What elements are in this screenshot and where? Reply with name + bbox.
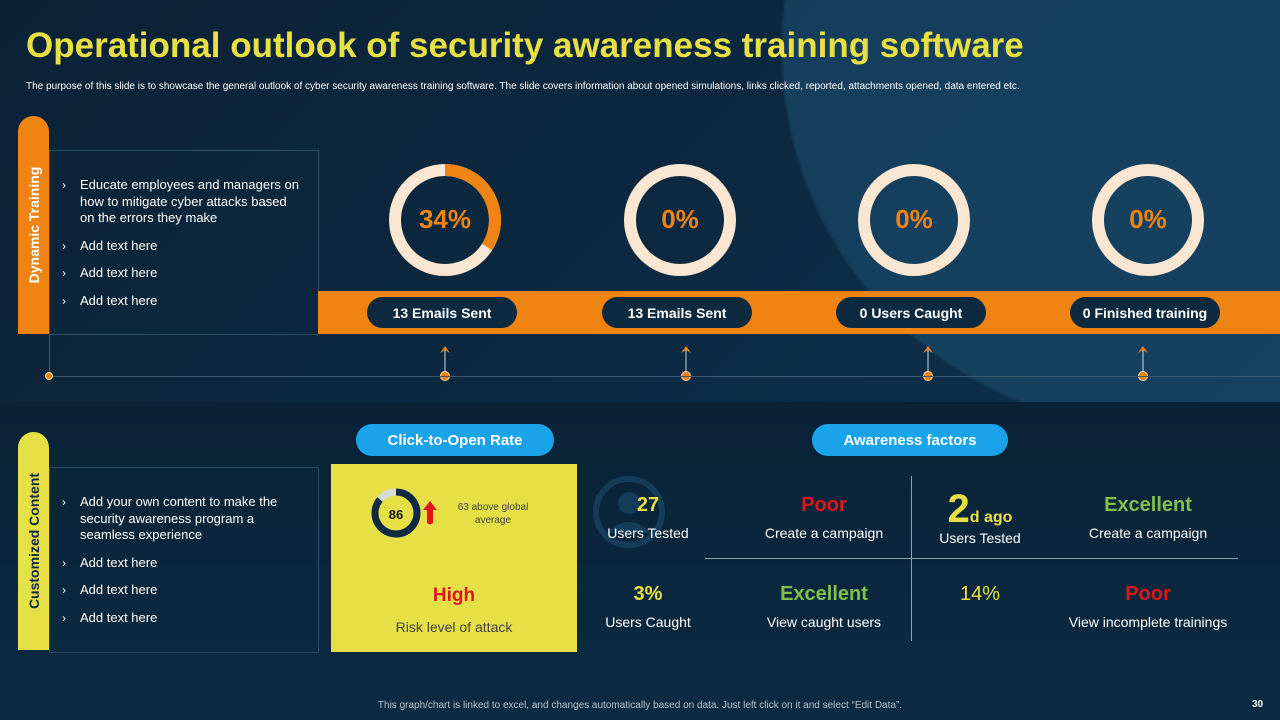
metric-pill: 13 Emails Sent — [602, 297, 752, 328]
page-subtitle: The purpose of this slide is to showcase… — [26, 81, 1020, 92]
metric-pill: 0 Users Caught — [836, 297, 986, 328]
timeline-line — [50, 376, 1280, 377]
awareness-cell: 2d ago Users Tested — [890, 489, 1070, 546]
progress-donut — [858, 164, 970, 276]
donut-label: 34% — [418, 204, 472, 234]
bullet: Add text here — [62, 265, 304, 282]
arrow-up-icon — [923, 346, 933, 371]
awareness-factors-heading: Awareness factors — [812, 424, 1008, 456]
bullet: Add text here — [62, 238, 304, 255]
metric-pill: 13 Emails Sent — [367, 297, 517, 328]
bullet: Add your own content to make the securit… — [62, 494, 304, 544]
customized-content-tab: Customized Content — [18, 432, 49, 650]
cell-label: View incomplete trainings — [1068, 614, 1228, 630]
grid-divider-horizontal — [705, 558, 1238, 559]
awareness-cell: Excellent Create a campaign — [1058, 494, 1238, 541]
arrow-up-icon — [1138, 346, 1148, 371]
cell-value: 27 — [636, 494, 660, 516]
bullet: Add text here — [62, 582, 304, 599]
user-icon — [593, 476, 665, 548]
bullet: Add text here — [62, 293, 304, 310]
risk-value: High — [432, 585, 476, 606]
cell-value: 3% — [633, 583, 663, 605]
page-title: Operational outlook of security awarenes… — [26, 26, 1024, 65]
awareness-cell: Poor Create a campaign — [734, 494, 914, 541]
cell-value: Excellent — [780, 583, 868, 605]
metric-pill: 0 Finished training — [1070, 297, 1220, 328]
arrow-up-icon — [681, 346, 691, 371]
cell-value: Poor — [801, 494, 847, 516]
awareness-cell: 27 Users Tested — [558, 494, 738, 541]
progress-donut — [1092, 164, 1204, 276]
donut-label: 0% — [661, 204, 699, 234]
timeline-connector — [49, 334, 50, 376]
awareness-cell: 3% Users Caught — [558, 583, 738, 630]
bullet: Add text here — [62, 610, 304, 627]
page-number: 30 — [1252, 699, 1264, 710]
cell-value: Excellent — [1104, 494, 1192, 516]
arrow-up-icon — [440, 346, 450, 371]
bullet: Add text here — [62, 555, 304, 572]
customized-content-label: Customized Content — [25, 472, 42, 610]
cell-label: Create a campaign — [1088, 525, 1208, 541]
donut-arc — [389, 164, 501, 276]
click-to-open-heading: Click-to-Open Rate — [356, 424, 554, 456]
progress-donut — [389, 164, 501, 276]
progress-donut — [624, 164, 736, 276]
cell-label: Users Tested — [607, 525, 689, 541]
score-value: 86 — [388, 507, 404, 522]
donut-track — [1092, 164, 1204, 276]
cell-value-suffix: d ago — [969, 509, 1013, 526]
donut-track — [624, 164, 736, 276]
awareness-cell: Poor View incomplete trainings — [1058, 583, 1238, 630]
timeline-dot — [45, 372, 53, 380]
footer-note: This graph/chart is linked to excel, and… — [377, 700, 903, 711]
cell-value: 2 — [947, 487, 970, 531]
risk-label: Risk level of attack — [395, 619, 513, 635]
donut-label: 0% — [1129, 204, 1167, 234]
dynamic-training-label: Dynamic Training — [25, 166, 42, 284]
bullet: Educate employees and managers on how to… — [62, 177, 304, 227]
customized-content-box: Add your own content to make the securit… — [49, 467, 319, 653]
score-gauge — [371, 488, 421, 538]
cell-label: View caught users — [766, 614, 882, 630]
dynamic-training-tab: Dynamic Training — [18, 116, 49, 334]
arrow-up-icon — [423, 501, 437, 525]
donut-label: 0% — [895, 204, 933, 234]
comparison-text: 63 above global average — [457, 502, 529, 526]
donut-track — [858, 164, 970, 276]
score-gauge-arc — [371, 488, 421, 538]
cell-value: 14% — [959, 583, 1001, 605]
cell-label: Users Tested — [939, 530, 1021, 546]
cell-label: Create a campaign — [764, 525, 884, 541]
click-to-open-panel: 86 63 above global average High Risk lev… — [331, 464, 577, 652]
awareness-cell: 14% — [890, 583, 1070, 614]
cell-value: Poor — [1125, 583, 1171, 605]
cell-label: Users Caught — [605, 614, 691, 630]
awareness-cell: Excellent View caught users — [734, 583, 914, 630]
dynamic-training-box: Educate employees and managers on how to… — [49, 150, 319, 335]
